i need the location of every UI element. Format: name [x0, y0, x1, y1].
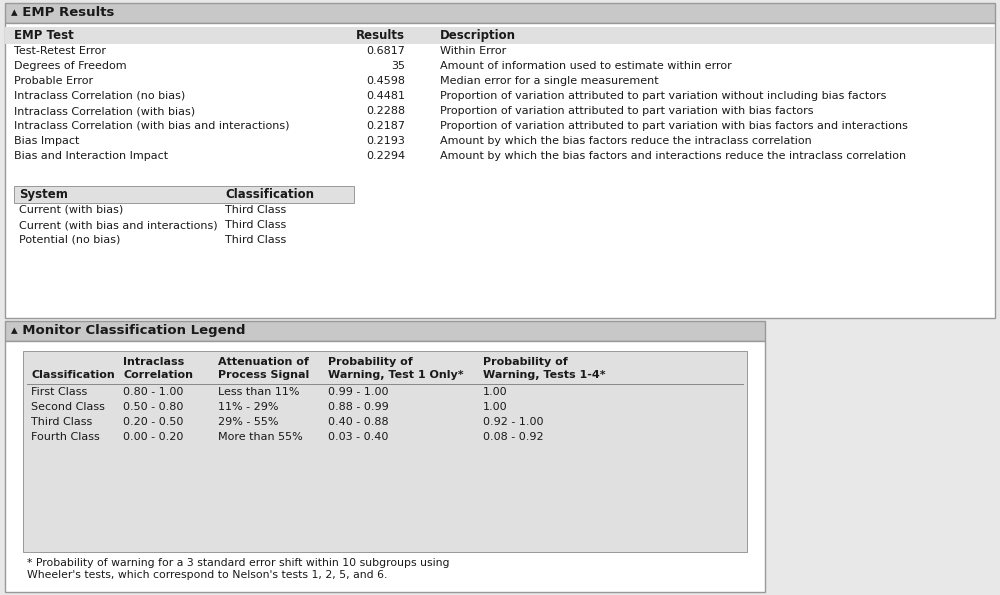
- Text: 11% - 29%: 11% - 29%: [218, 402, 278, 412]
- Text: Probability of: Probability of: [328, 357, 413, 367]
- Text: 0.03 - 0.40: 0.03 - 0.40: [328, 432, 388, 442]
- Text: More than 55%: More than 55%: [218, 432, 303, 442]
- Bar: [5, 3, 995, 23]
- Text: Intraclass Correlation (no bias): Intraclass Correlation (no bias): [14, 91, 185, 101]
- Text: Description: Description: [440, 29, 516, 42]
- Text: Proportion of variation attributed to part variation with bias factors and inter: Proportion of variation attributed to pa…: [440, 121, 908, 131]
- Text: EMP Test: EMP Test: [14, 29, 74, 42]
- Text: Potential (no bias): Potential (no bias): [19, 235, 120, 245]
- Text: Classification: Classification: [31, 370, 115, 380]
- Text: ▴ EMP Results: ▴ EMP Results: [11, 6, 114, 19]
- Text: Within Error: Within Error: [440, 46, 506, 56]
- Text: Intraclass Correlation (with bias and interactions): Intraclass Correlation (with bias and in…: [14, 121, 290, 131]
- Text: 0.4598: 0.4598: [366, 76, 405, 86]
- Text: Median error for a single measurement: Median error for a single measurement: [440, 76, 659, 86]
- Text: ▴ Monitor Classification Legend: ▴ Monitor Classification Legend: [11, 324, 246, 337]
- Bar: [5, 341, 765, 592]
- Text: 0.00 - 0.20: 0.00 - 0.20: [123, 432, 183, 442]
- Text: Third Class: Third Class: [225, 205, 286, 215]
- Text: Amount by which the bias factors reduce the intraclass correlation: Amount by which the bias factors reduce …: [440, 136, 812, 146]
- Text: Less than 11%: Less than 11%: [218, 387, 300, 397]
- Text: Second Class: Second Class: [31, 402, 105, 412]
- Bar: [14, 186, 354, 203]
- Text: Intraclass Correlation (with bias): Intraclass Correlation (with bias): [14, 106, 195, 116]
- Text: 0.6817: 0.6817: [366, 46, 405, 56]
- Bar: [5, 321, 765, 341]
- Text: Current (with bias): Current (with bias): [19, 205, 123, 215]
- Text: Third Class: Third Class: [225, 235, 286, 245]
- Text: Probable Error: Probable Error: [14, 76, 93, 86]
- Text: 0.2288: 0.2288: [366, 106, 405, 116]
- Text: 29% - 55%: 29% - 55%: [218, 417, 278, 427]
- Text: 0.40 - 0.88: 0.40 - 0.88: [328, 417, 389, 427]
- Text: 0.2294: 0.2294: [366, 151, 405, 161]
- Text: 0.99 - 1.00: 0.99 - 1.00: [328, 387, 388, 397]
- Text: Warning, Tests 1-4*: Warning, Tests 1-4*: [483, 370, 606, 380]
- Text: 35: 35: [391, 61, 405, 71]
- Text: Proportion of variation attributed to part variation without including bias fact: Proportion of variation attributed to pa…: [440, 91, 886, 101]
- Text: Intraclass: Intraclass: [123, 357, 184, 367]
- Text: 0.92 - 1.00: 0.92 - 1.00: [483, 417, 544, 427]
- Bar: [5, 27, 995, 44]
- Text: Correlation: Correlation: [123, 370, 193, 380]
- Text: Results: Results: [356, 29, 405, 42]
- Text: 0.50 - 0.80: 0.50 - 0.80: [123, 402, 183, 412]
- Text: First Class: First Class: [31, 387, 87, 397]
- Text: Degrees of Freedom: Degrees of Freedom: [14, 61, 127, 71]
- Text: Fourth Class: Fourth Class: [31, 432, 100, 442]
- Text: Proportion of variation attributed to part variation with bias factors: Proportion of variation attributed to pa…: [440, 106, 814, 116]
- Text: * Probability of warning for a 3 standard error shift within 10 subgroups using
: * Probability of warning for a 3 standar…: [27, 558, 450, 580]
- Text: Process Signal: Process Signal: [218, 370, 309, 380]
- Text: Bias Impact: Bias Impact: [14, 136, 79, 146]
- Text: Attenuation of: Attenuation of: [218, 357, 309, 367]
- Text: Test-Retest Error: Test-Retest Error: [14, 46, 106, 56]
- Text: 0.88 - 0.99: 0.88 - 0.99: [328, 402, 389, 412]
- Text: 0.80 - 1.00: 0.80 - 1.00: [123, 387, 183, 397]
- Text: Current (with bias and interactions): Current (with bias and interactions): [19, 220, 218, 230]
- Text: 0.2187: 0.2187: [366, 121, 405, 131]
- Text: 1.00: 1.00: [483, 402, 508, 412]
- Bar: [23, 351, 747, 552]
- Text: 0.2193: 0.2193: [366, 136, 405, 146]
- Text: Amount of information used to estimate within error: Amount of information used to estimate w…: [440, 61, 732, 71]
- Text: Third Class: Third Class: [31, 417, 92, 427]
- Text: Warning, Test 1 Only*: Warning, Test 1 Only*: [328, 370, 464, 380]
- Text: Amount by which the bias factors and interactions reduce the intraclass correlat: Amount by which the bias factors and int…: [440, 151, 906, 161]
- Text: 0.20 - 0.50: 0.20 - 0.50: [123, 417, 183, 427]
- Text: Classification: Classification: [225, 188, 314, 201]
- Text: Third Class: Third Class: [225, 220, 286, 230]
- Text: Bias and Interaction Impact: Bias and Interaction Impact: [14, 151, 168, 161]
- Text: 0.4481: 0.4481: [366, 91, 405, 101]
- Text: Probability of: Probability of: [483, 357, 568, 367]
- Text: System: System: [19, 188, 68, 201]
- Text: 0.08 - 0.92: 0.08 - 0.92: [483, 432, 544, 442]
- Bar: [5, 23, 995, 318]
- Text: 1.00: 1.00: [483, 387, 508, 397]
